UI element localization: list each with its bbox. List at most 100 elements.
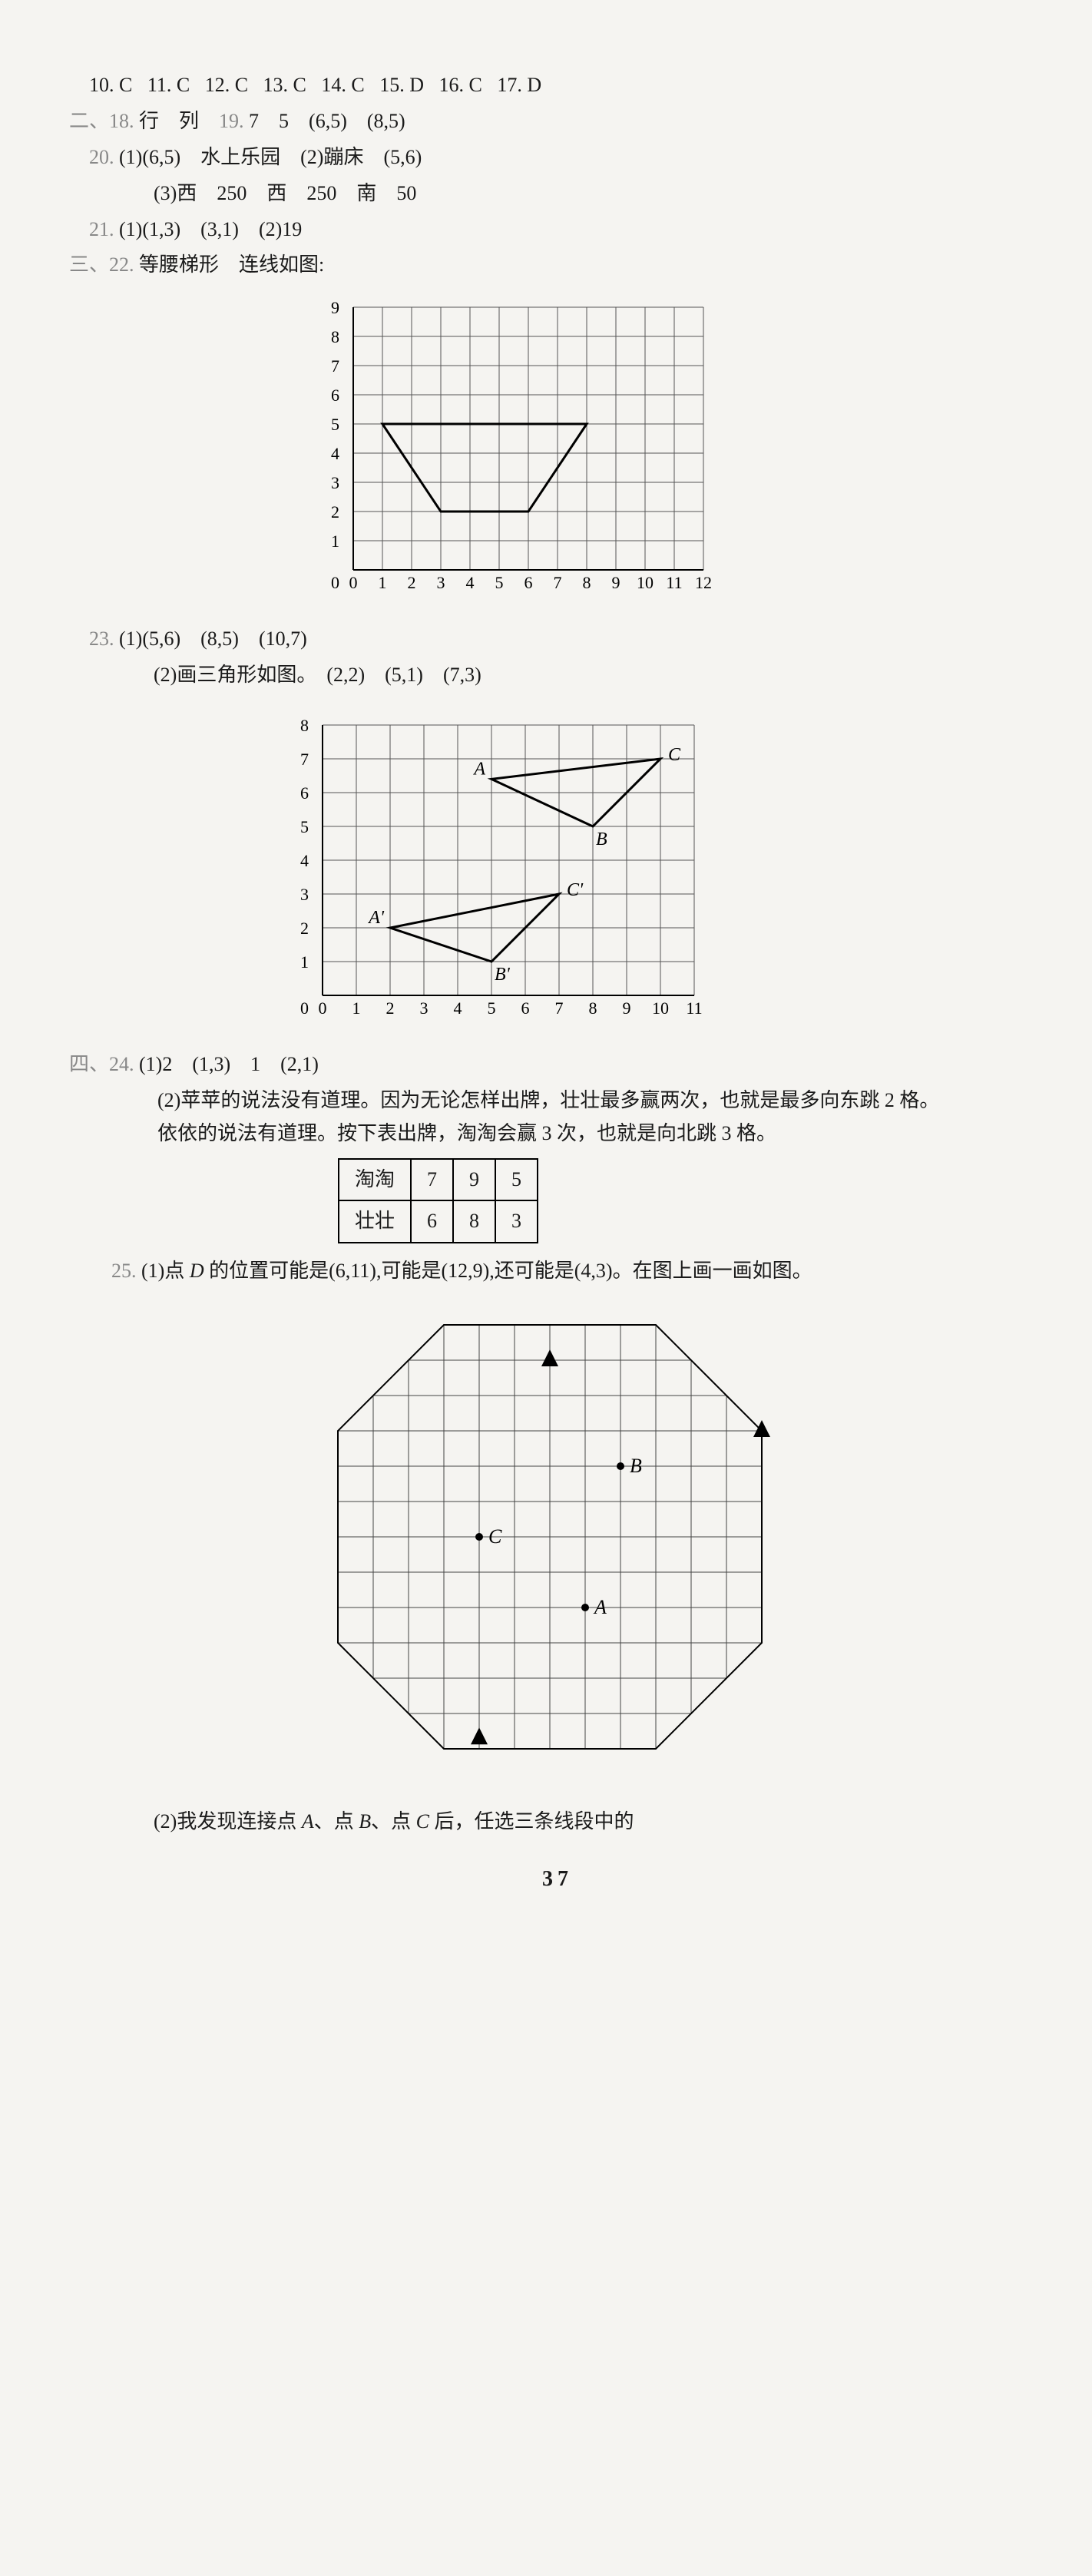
line-18-19: 二、18. 行 列 19. 7 5 (6,5) (8,5) [69,105,1046,138]
chart-22: 01234567891011121234567890 [315,293,1046,611]
letter-B-25: B [359,1810,371,1833]
svg-text:8: 8 [300,716,309,735]
svg-text:3: 3 [300,885,309,904]
q24-num: 24. [109,1053,134,1075]
card-table: 淘淘795 壮壮683 [338,1158,538,1244]
a18: 行 列 [134,110,220,132]
svg-text:2: 2 [386,998,395,1018]
svg-text:5: 5 [488,998,496,1018]
svg-text:3: 3 [437,573,445,592]
svg-text:7: 7 [554,573,562,592]
page-number: 37 [69,1862,1046,1897]
svg-text:2: 2 [300,919,309,938]
svg-text:6: 6 [300,783,309,803]
q23-num: 23. [89,627,114,650]
q20-num: 20. [89,146,114,168]
svg-text:7: 7 [300,750,309,769]
table-cell: 5 [495,1159,538,1201]
svg-text:4: 4 [466,573,475,592]
svg-text:12: 12 [695,573,712,592]
chart-23: 01234567891011123456780ABCA'B'C' [284,704,1046,1037]
a20-1: (1)(6,5) 水上乐园 (2)蹦床 (5,6) [114,146,422,168]
line-24-3: 依依的说法有道理。按下表出牌，淘淘会赢 3 次，也就是向北跳 3 格。 [157,1117,1015,1151]
svg-text:5: 5 [300,817,309,836]
letter-C-25: C [416,1810,429,1833]
svg-text:11: 11 [666,573,682,592]
svg-text:4: 4 [300,851,309,870]
svg-text:B': B' [495,965,511,985]
svg-text:8: 8 [589,998,597,1018]
chart-25: A B C [315,1303,1046,1790]
table-cell: 6 [411,1200,453,1243]
line-22: 三、22. 等腰梯形 连线如图: [69,249,1046,282]
svg-text:7: 7 [555,998,564,1018]
line-24-2: (2)苹苹的说法没有道理。因为无论怎样出牌，壮壮最多赢两次，也就是最多向东跳 2… [157,1084,1015,1117]
table-cell: 淘淘 [339,1159,411,1201]
svg-text:A: A [472,759,485,779]
line-20-2: (3)西 250 西 250 南 50 [154,177,1046,210]
a25-2b: 、点 [314,1810,359,1833]
line-21: 21. (1)(1,3) (3,1) (2)19 [69,214,1046,247]
a21: (1)(1,3) (3,1) (2)19 [114,218,303,240]
svg-text:0: 0 [300,998,309,1018]
svg-text:6: 6 [521,998,530,1018]
svg-text:3: 3 [331,473,339,492]
a23-1: (1)(5,6) (8,5) (10,7) [114,627,307,650]
section-2-marker: 二、 [69,110,109,132]
svg-text:1: 1 [352,998,361,1018]
svg-text:0: 0 [319,998,327,1018]
svg-text:11: 11 [686,998,702,1018]
line-23-2: (2)画三角形如图。 (2,2) (5,1) (7,3) [154,659,1046,692]
a25-1a: (1)点 [137,1260,190,1282]
svg-text:6: 6 [524,573,533,592]
a24-1: (1)2 (1,3) 1 (2,1) [134,1053,319,1075]
a22: 等腰梯形 连线如图: [134,253,325,276]
svg-text:5: 5 [495,573,504,592]
line-20-1: 20. (1)(6,5) 水上乐园 (2)蹦床 (5,6) [69,141,1046,174]
svg-text:1: 1 [379,573,387,592]
q22-num: 22. [109,253,134,276]
a25-2d: 后，任选三条线段中的 [429,1810,634,1833]
svg-text:C': C' [567,880,584,900]
letter-A-25: A [302,1810,314,1833]
svg-text:2: 2 [408,573,416,592]
q18-num: 18. [109,110,134,132]
table-cell: 7 [411,1159,453,1201]
line-25-1: 25. (1)点 D 的位置可能是(6,11),可能是(12,9),还可能是(4… [111,1255,1015,1288]
svg-text:9: 9 [331,298,339,317]
q19-num: 19. [219,110,244,132]
svg-text:9: 9 [623,998,631,1018]
a25-1b: 的位置可能是(6,11),可能是(12,9),还可能是(4,3)。在图上画一画如… [204,1260,812,1282]
letter-D: D [190,1260,204,1282]
svg-text:1: 1 [331,531,339,551]
svg-text:3: 3 [420,998,429,1018]
svg-text:C: C [668,745,681,765]
svg-text:A': A' [367,908,385,928]
svg-text:C: C [488,1525,502,1548]
svg-text:7: 7 [331,356,339,376]
a19: 7 5 (6,5) (8,5) [244,110,405,132]
svg-text:4: 4 [454,998,462,1018]
line-25-2: (2)我发现连接点 A、点 B、点 C 后，任选三条线段中的 [154,1806,1046,1839]
a25-2c: 、点 [371,1810,416,1833]
table-cell: 9 [453,1159,495,1201]
svg-text:6: 6 [331,386,339,405]
line-24-1: 四、24. (1)2 (1,3) 1 (2,1) [69,1048,1046,1081]
section-3-marker: 三、 [69,253,109,276]
svg-text:5: 5 [331,415,339,434]
svg-text:4: 4 [331,444,339,463]
svg-text:1: 1 [300,952,309,972]
svg-text:B: B [630,1455,642,1477]
svg-text:B: B [596,829,607,849]
svg-text:A: A [593,1596,607,1618]
svg-text:0: 0 [349,573,358,592]
table-cell: 壮壮 [339,1200,411,1243]
svg-text:10: 10 [652,998,669,1018]
svg-text:8: 8 [331,327,339,346]
svg-text:9: 9 [612,573,620,592]
svg-text:8: 8 [583,573,591,592]
answer-line-10-17: 10. C 11. C 12. C 13. C 14. C 15. D 16. … [69,69,1046,102]
table-cell: 8 [453,1200,495,1243]
table-cell: 3 [495,1200,538,1243]
line-23-1: 23. (1)(5,6) (8,5) (10,7) [69,623,1046,656]
